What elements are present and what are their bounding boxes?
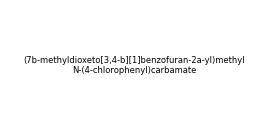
Text: (7b-methyldioxeto[3,4-b][1]benzofuran-2a-yl)methyl N-(4-chlorophenyl)carbamate: (7b-methyldioxeto[3,4-b][1]benzofuran-2a…	[24, 56, 245, 75]
